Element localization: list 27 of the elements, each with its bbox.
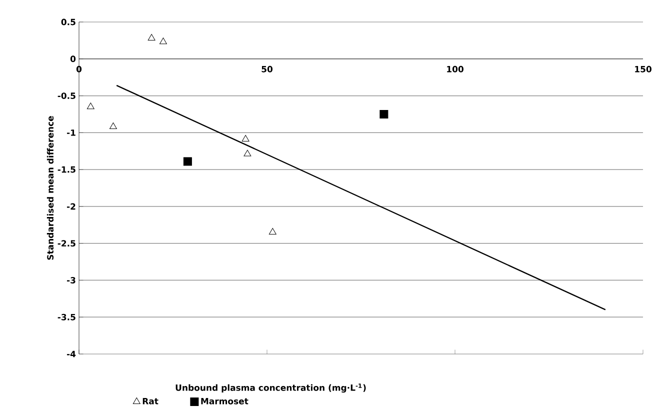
legend-label: Marmoset xyxy=(201,398,248,404)
point xyxy=(183,157,192,166)
point xyxy=(148,34,156,40)
x-tick-label: 50 xyxy=(262,66,273,72)
y-tick-label: -1.5 xyxy=(58,166,76,173)
y-tick-label: 0.5 xyxy=(61,18,76,26)
y-tick-label: -0.5 xyxy=(58,92,76,99)
y-tick-label: 0 xyxy=(70,56,76,62)
y-tick-label: -3 xyxy=(66,277,76,284)
x-tick-label: 0 xyxy=(76,66,82,72)
y-tick-label: -2.5 xyxy=(58,240,76,247)
point xyxy=(160,38,167,44)
y-tick-label: -2 xyxy=(66,203,76,210)
point xyxy=(86,102,94,110)
x-axis-title: Unbound plasma concentration (mg·L$^{-1}$) xyxy=(176,384,366,393)
y-tick-label: -1 xyxy=(66,130,76,136)
point xyxy=(244,150,252,156)
y-tick-label: -4 xyxy=(66,350,76,358)
y-tick-label: -3.5 xyxy=(58,314,76,320)
point xyxy=(268,228,276,235)
x-tick-label: 100 xyxy=(447,66,464,72)
x-tick-label: 150 xyxy=(635,66,652,72)
point xyxy=(242,135,250,142)
y-axis-title: Standardised mean difference xyxy=(46,116,54,260)
point xyxy=(380,110,388,118)
legend-label: Rat xyxy=(142,398,158,404)
point xyxy=(110,122,117,130)
